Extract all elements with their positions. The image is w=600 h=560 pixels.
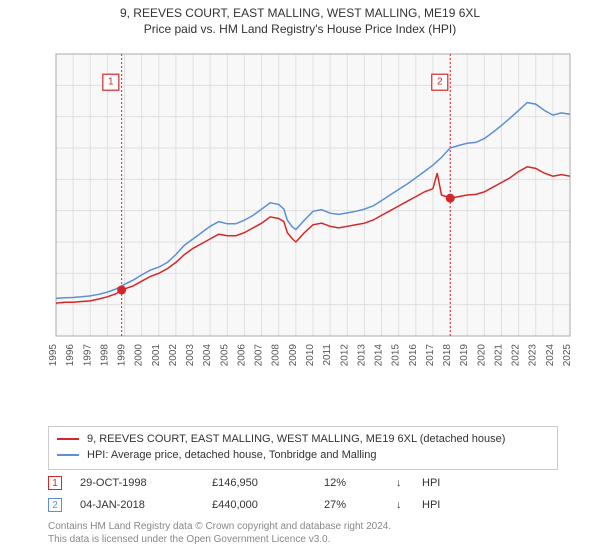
svg-text:1996: 1996 — [65, 344, 76, 367]
annotation-row: 2 04-JAN-2018 £440,000 27% ↓ HPI — [48, 494, 558, 516]
annotation-price: £440,000 — [212, 499, 312, 511]
legend: 9, REEVES COURT, EAST MALLING, WEST MALL… — [48, 426, 558, 470]
legend-swatch — [57, 438, 79, 440]
svg-text:2004: 2004 — [202, 344, 213, 367]
title-line-1: 9, REEVES COURT, EAST MALLING, WEST MALL… — [0, 6, 600, 20]
chart-titles: 9, REEVES COURT, EAST MALLING, WEST MALL… — [0, 0, 600, 36]
legend-label: 9, REEVES COURT, EAST MALLING, WEST MALL… — [87, 433, 505, 445]
svg-text:2017: 2017 — [425, 344, 436, 367]
svg-text:2019: 2019 — [459, 344, 470, 367]
legend-item: HPI: Average price, detached house, Tonb… — [57, 447, 549, 463]
svg-text:2018: 2018 — [442, 344, 453, 367]
svg-text:1999: 1999 — [117, 344, 128, 367]
svg-text:2021: 2021 — [493, 344, 504, 367]
price-chart: £0£100K£200K£300K£400K£500K£600K£700K£80… — [48, 48, 578, 378]
svg-text:2005: 2005 — [219, 344, 230, 367]
annotation-hpi-label: HPI — [422, 477, 462, 489]
svg-text:2023: 2023 — [528, 344, 539, 367]
svg-text:2001: 2001 — [151, 344, 162, 367]
legend-label: HPI: Average price, detached house, Tonb… — [87, 449, 376, 461]
annotation-percent: 12% — [324, 477, 384, 489]
svg-text:2010: 2010 — [305, 344, 316, 367]
svg-text:2: 2 — [437, 77, 443, 88]
annotation-hpi-label: HPI — [422, 499, 462, 511]
chart-container: 9, REEVES COURT, EAST MALLING, WEST MALL… — [0, 0, 600, 560]
svg-text:2008: 2008 — [271, 344, 282, 367]
svg-text:2007: 2007 — [254, 344, 265, 367]
footnote-line-1: Contains HM Land Registry data © Crown c… — [48, 520, 558, 533]
annotation-row: 1 29-OCT-1998 £146,950 12% ↓ HPI — [48, 472, 558, 494]
svg-text:2024: 2024 — [545, 344, 556, 367]
annotations-table: 1 29-OCT-1998 £146,950 12% ↓ HPI 2 04-JAN-2018 £… — [48, 472, 558, 516]
svg-text:2000: 2000 — [134, 344, 145, 367]
annotation-marker: 2 — [48, 498, 62, 512]
footnote-line-2: This data is licensed under the Open Gov… — [48, 533, 558, 546]
svg-text:1998: 1998 — [99, 344, 110, 367]
svg-text:2006: 2006 — [236, 344, 247, 367]
annotation-price: £146,950 — [212, 477, 312, 489]
svg-text:2022: 2022 — [511, 344, 522, 367]
svg-text:2016: 2016 — [408, 344, 419, 367]
svg-text:2014: 2014 — [374, 344, 385, 367]
svg-text:2003: 2003 — [185, 344, 196, 367]
svg-text:1995: 1995 — [48, 344, 59, 367]
svg-text:1997: 1997 — [82, 344, 93, 367]
svg-text:2015: 2015 — [391, 344, 402, 367]
svg-text:2002: 2002 — [168, 344, 179, 367]
footnote: Contains HM Land Registry data © Crown c… — [48, 520, 558, 546]
legend-item: 9, REEVES COURT, EAST MALLING, WEST MALL… — [57, 431, 549, 447]
annotation-date: 04-JAN-2018 — [80, 499, 200, 511]
annotation-date: 29-OCT-1998 — [80, 477, 200, 489]
legend-swatch — [57, 454, 79, 456]
annotation-marker: 1 — [48, 476, 62, 490]
svg-text:2013: 2013 — [356, 344, 367, 367]
svg-text:1: 1 — [108, 77, 114, 88]
svg-text:2009: 2009 — [288, 344, 299, 367]
arrow-down-icon: ↓ — [396, 477, 410, 489]
annotation-percent: 27% — [324, 499, 384, 511]
title-line-2: Price paid vs. HM Land Registry's House … — [0, 22, 600, 36]
svg-text:2011: 2011 — [322, 344, 333, 366]
svg-text:2025: 2025 — [562, 344, 573, 367]
svg-text:2020: 2020 — [476, 344, 487, 367]
svg-text:2012: 2012 — [339, 344, 350, 367]
arrow-down-icon: ↓ — [396, 499, 410, 511]
